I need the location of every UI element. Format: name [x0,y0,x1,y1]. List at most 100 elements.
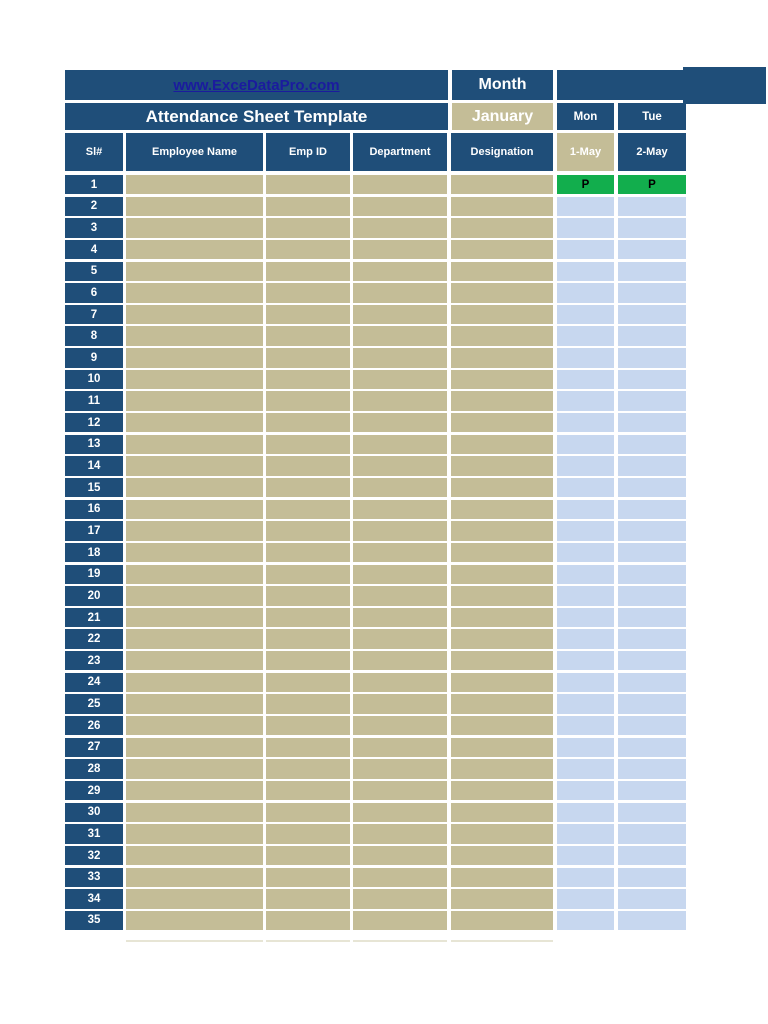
attendance-cell-tue [618,434,686,455]
row-number-cell: 13 [65,434,123,455]
attendance-cell-tue [618,802,686,822]
attendance-cell-mon [557,629,614,649]
column-header-department: Department [353,133,447,171]
employee-name-cell [126,261,263,281]
department-cell [353,239,447,260]
attendance-cell-tue [618,521,686,541]
row-number-cell: 15 [65,477,123,498]
department-cell [353,521,447,541]
department-cell [353,694,447,714]
emp-id-cell [266,607,350,628]
attendance-cell-tue [618,477,686,498]
row-number-cell: 32 [65,845,123,866]
emp-id-cell [266,672,350,693]
designation-cell [451,672,553,693]
row-number-cell: 10 [65,369,123,390]
attendance-cell-mon [557,845,614,866]
designation-cell [451,283,553,303]
table-row: 12 [65,413,686,433]
emp-id-cell [266,456,350,476]
attendance-cell-mon [557,759,614,779]
designation-cell [451,867,553,887]
column-header-emp-id: Emp ID [266,133,350,171]
table-row: 26 [65,716,686,736]
attendance-cell-mon [557,348,614,368]
emp-id-cell [266,716,350,736]
attendance-cell-mon: P [557,175,614,195]
employee-name-cell [126,283,263,303]
attendance-cell-tue [618,391,686,411]
website-link[interactable]: www.ExceDataPro.com [173,76,340,94]
row-number-cell: 16 [65,499,123,519]
attendance-cell-mon [557,283,614,303]
emp-id-cell [266,477,350,498]
department-cell [353,607,447,628]
employee-name-cell [126,910,263,931]
employee-name-cell [126,348,263,368]
employee-name-cell [126,499,263,519]
employee-name-cell [126,326,263,346]
top-right-corner-block [683,67,766,104]
attendance-cell-mon [557,413,614,433]
attendance-cell-tue [618,629,686,649]
table-row: 8 [65,326,686,346]
table-row: 9 [65,348,686,368]
emp-id-cell [266,910,350,931]
table-row: 5 [65,261,686,281]
department-cell [353,413,447,433]
department-cell [353,629,447,649]
employee-name-cell [126,651,263,671]
department-cell [353,845,447,866]
emp-id-cell [266,802,350,822]
designation-cell [451,218,553,238]
attendance-cell-mon [557,391,614,411]
table-row: 35 [65,910,686,931]
table-row: 22 [65,629,686,649]
row-number-cell: 25 [65,694,123,714]
emp-id-cell [266,348,350,368]
table-row: 31 [65,824,686,844]
department-cell [353,261,447,281]
attendance-cell-tue: P [618,175,686,195]
designation-cell [451,521,553,541]
emp-id-cell [266,499,350,519]
employee-name-cell [126,889,263,909]
attendance-cell-tue [618,304,686,325]
department-cell [353,759,447,779]
row-number-cell: 14 [65,456,123,476]
emp-id-cell [266,564,350,584]
attendance-cell-tue [618,239,686,260]
attendance-cell-tue [618,759,686,779]
department-cell [353,477,447,498]
attendance-cell-mon [557,218,614,238]
employee-name-cell [126,629,263,649]
designation-cell [451,196,553,217]
designation-cell [451,910,553,931]
emp-id-cell [266,780,350,801]
cutoff-row-remnant [353,940,447,942]
attendance-cell-tue [618,564,686,584]
attendance-cell-mon [557,456,614,476]
employee-name-cell [126,672,263,693]
attendance-cell-mon [557,369,614,390]
emp-id-cell [266,369,350,390]
designation-cell [451,261,553,281]
month-label-cell: Month [452,70,553,100]
designation-cell [451,348,553,368]
row-number-cell: 3 [65,218,123,238]
attendance-cell-tue [618,456,686,476]
row-number-cell: 1 [65,175,123,195]
attendance-cell-mon [557,434,614,455]
designation-cell [451,175,553,195]
attendance-cell-tue [618,326,686,346]
designation-cell [451,542,553,563]
attendance-cell-mon [557,824,614,844]
row-number-cell: 21 [65,607,123,628]
attendance-cell-tue [618,889,686,909]
row-number-cell: 31 [65,824,123,844]
department-cell [353,716,447,736]
attendance-cell-tue [618,867,686,887]
attendance-cell-tue [618,218,686,238]
table-row: 11 [65,391,686,411]
